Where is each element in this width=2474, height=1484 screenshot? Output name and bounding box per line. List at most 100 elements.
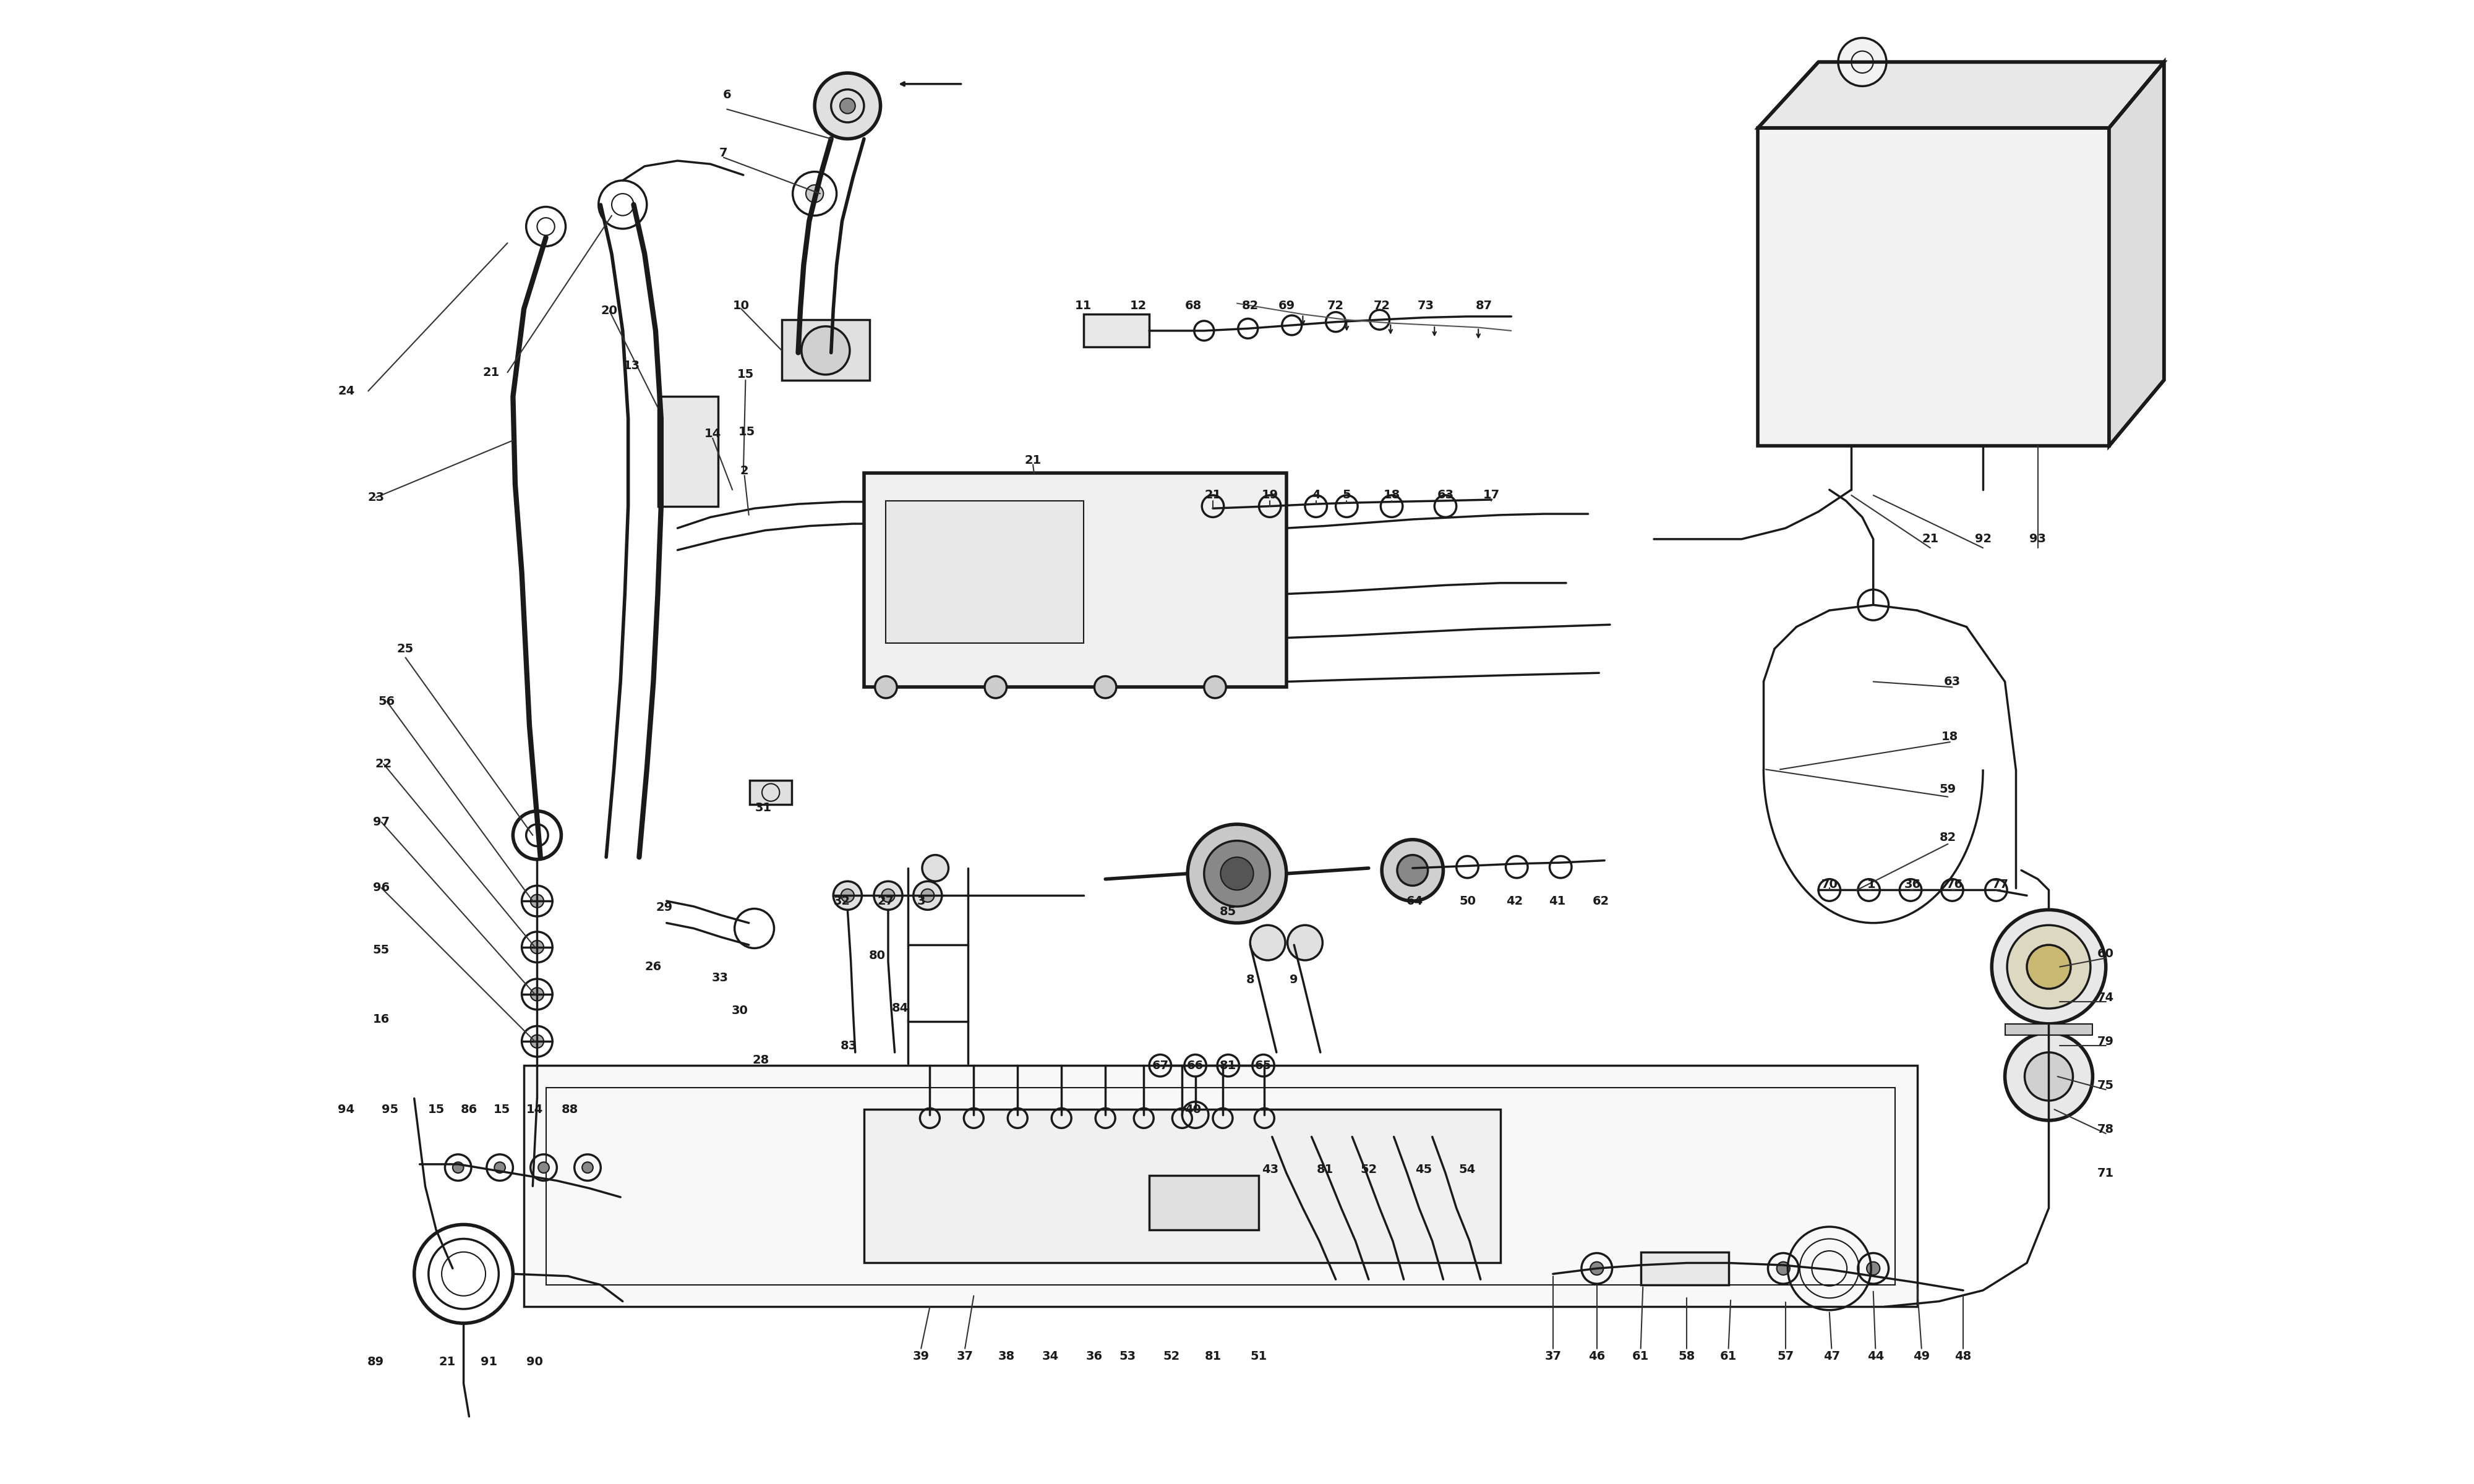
Text: 64: 64 <box>1405 895 1423 907</box>
Text: 47: 47 <box>1823 1350 1841 1362</box>
Circle shape <box>913 881 943 910</box>
Bar <box>886 500 1084 643</box>
Circle shape <box>1868 1261 1880 1275</box>
Text: 55: 55 <box>374 944 391 956</box>
Text: 3: 3 <box>918 895 925 907</box>
Circle shape <box>1591 1261 1603 1275</box>
Text: 32: 32 <box>834 895 851 907</box>
Circle shape <box>881 889 896 902</box>
Text: 14: 14 <box>527 1104 544 1116</box>
Text: 96: 96 <box>374 881 391 893</box>
Text: 93: 93 <box>2029 533 2046 545</box>
Text: 49: 49 <box>1912 1350 1930 1362</box>
Text: 66: 66 <box>1188 1060 1205 1071</box>
Text: 1: 1 <box>1868 879 1875 890</box>
Text: 89: 89 <box>369 1356 383 1368</box>
Text: 58: 58 <box>1677 1350 1695 1362</box>
Text: 40: 40 <box>1185 1104 1202 1116</box>
Text: 50: 50 <box>1460 895 1475 907</box>
Text: 54: 54 <box>1460 1163 1477 1175</box>
Circle shape <box>807 186 824 202</box>
Text: 77: 77 <box>1992 879 2009 890</box>
Text: 21: 21 <box>1024 454 1042 466</box>
Circle shape <box>1680 1261 1692 1275</box>
Text: 44: 44 <box>1868 1350 1883 1362</box>
Circle shape <box>2024 1052 2073 1101</box>
Text: 83: 83 <box>841 1040 856 1052</box>
Text: 29: 29 <box>656 902 673 914</box>
Text: 6: 6 <box>722 89 732 101</box>
Text: 59: 59 <box>1940 784 1957 795</box>
Circle shape <box>1776 1261 1789 1275</box>
Bar <box>1084 315 1150 347</box>
Text: 24: 24 <box>339 386 354 396</box>
Text: 80: 80 <box>868 950 886 962</box>
Text: 48: 48 <box>1954 1350 1972 1362</box>
Bar <box>524 1066 1917 1307</box>
Circle shape <box>495 1162 505 1172</box>
Text: 19: 19 <box>1262 490 1279 502</box>
Text: 14: 14 <box>705 427 720 439</box>
Text: 38: 38 <box>997 1350 1014 1362</box>
Text: 75: 75 <box>2098 1079 2115 1091</box>
Bar <box>1640 1252 1729 1285</box>
Text: 21: 21 <box>1922 533 1940 545</box>
Circle shape <box>1188 824 1286 923</box>
Text: 4: 4 <box>1311 490 1321 502</box>
Text: 43: 43 <box>1262 1163 1279 1175</box>
Circle shape <box>529 941 544 954</box>
Text: 10: 10 <box>732 300 750 312</box>
Text: 27: 27 <box>878 895 893 907</box>
Text: 21: 21 <box>438 1356 455 1368</box>
Text: 79: 79 <box>2098 1036 2115 1048</box>
Circle shape <box>814 73 881 139</box>
Circle shape <box>1383 840 1442 901</box>
Circle shape <box>839 98 856 114</box>
Circle shape <box>1205 677 1227 697</box>
Circle shape <box>985 677 1007 697</box>
Text: 42: 42 <box>1507 895 1524 907</box>
Circle shape <box>876 677 898 697</box>
Text: 21: 21 <box>1205 490 1222 502</box>
Text: 74: 74 <box>2098 991 2115 1003</box>
Text: 9: 9 <box>1289 974 1299 985</box>
Text: 68: 68 <box>1185 300 1202 312</box>
Bar <box>1150 1175 1259 1230</box>
Text: 15: 15 <box>495 1104 510 1116</box>
Text: 36: 36 <box>1905 879 1922 890</box>
Bar <box>750 781 792 804</box>
Text: 12: 12 <box>1131 300 1145 312</box>
Text: 65: 65 <box>1254 1060 1272 1071</box>
Text: 86: 86 <box>460 1104 477 1116</box>
Text: 56: 56 <box>379 696 396 708</box>
Circle shape <box>1286 925 1324 960</box>
Text: 13: 13 <box>623 361 641 371</box>
Text: 81: 81 <box>1220 1060 1237 1071</box>
Circle shape <box>2004 1033 2093 1120</box>
Text: 91: 91 <box>480 1356 497 1368</box>
Text: 5: 5 <box>1343 490 1351 502</box>
Text: 51: 51 <box>1249 1350 1267 1362</box>
Circle shape <box>529 1034 544 1048</box>
Text: 63: 63 <box>1437 490 1455 502</box>
Circle shape <box>920 889 935 902</box>
Text: 76: 76 <box>1947 879 1962 890</box>
Text: 15: 15 <box>737 426 755 438</box>
Circle shape <box>1838 39 1888 86</box>
Text: 30: 30 <box>732 1005 747 1017</box>
Text: 31: 31 <box>755 801 772 813</box>
Text: 17: 17 <box>1482 490 1499 502</box>
Circle shape <box>453 1162 463 1172</box>
Text: 81: 81 <box>1316 1163 1333 1175</box>
Text: 52: 52 <box>1361 1163 1378 1175</box>
Text: 33: 33 <box>713 972 730 984</box>
Circle shape <box>841 889 854 902</box>
Text: 34: 34 <box>1042 1350 1059 1362</box>
Text: 15: 15 <box>737 368 755 380</box>
Text: 36: 36 <box>1086 1350 1103 1362</box>
Circle shape <box>539 1162 549 1172</box>
Text: 63: 63 <box>1945 675 1959 687</box>
Circle shape <box>873 881 903 910</box>
Circle shape <box>2006 925 2091 1009</box>
Circle shape <box>1205 841 1269 907</box>
